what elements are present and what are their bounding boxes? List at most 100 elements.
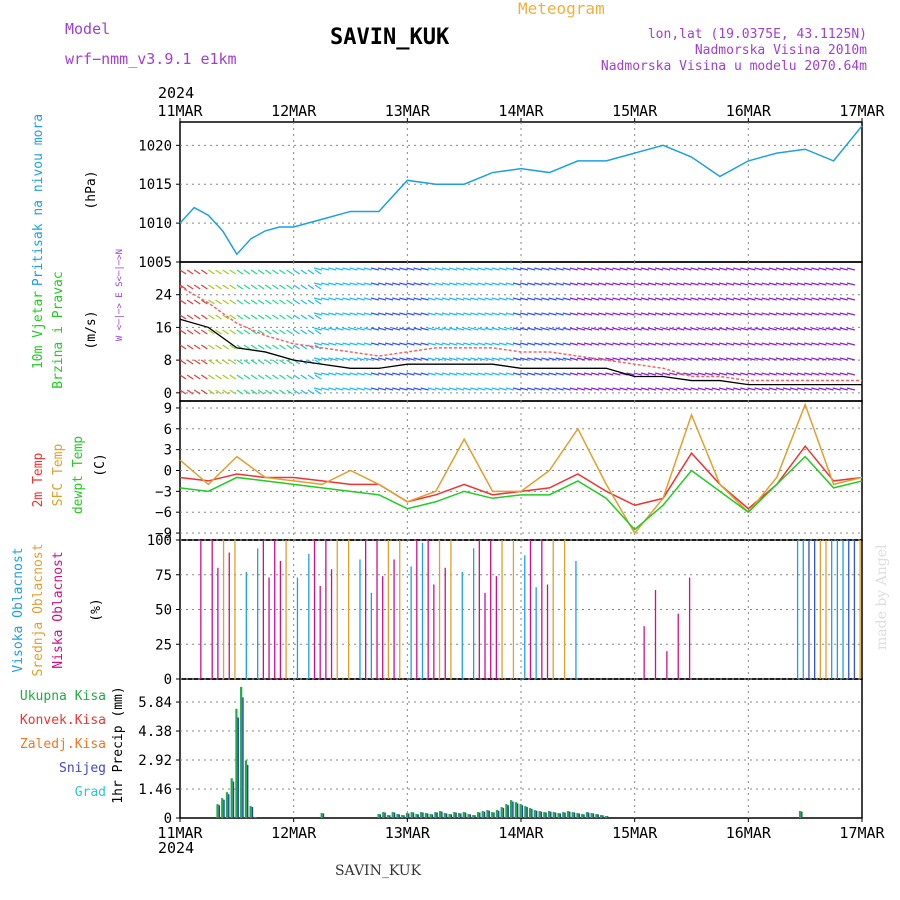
wind-barb [612, 297, 621, 301]
x-tick-top: 14MAR [498, 102, 544, 120]
wind-barb [427, 282, 436, 286]
wind-barb [605, 312, 614, 316]
wind-barb [300, 329, 308, 335]
wind-barb [413, 342, 422, 346]
wind-barb [633, 357, 642, 361]
wind-barb [279, 314, 286, 320]
wind-barb [264, 314, 272, 320]
wind-barb [342, 387, 351, 391]
wind-barb [711, 267, 721, 271]
wind-barb [839, 357, 848, 361]
wind-barb [377, 327, 387, 331]
wind-barb [250, 359, 258, 365]
wind-barb [519, 312, 529, 316]
wind-barb [307, 299, 315, 305]
wind-barb [591, 342, 600, 346]
wind-barb [286, 344, 293, 350]
wind-barb [286, 389, 293, 395]
wind-barb [200, 284, 208, 290]
wind-barb [208, 329, 215, 335]
wind-barb [598, 282, 607, 286]
wind-barb [626, 372, 635, 376]
precip-bar [547, 811, 551, 818]
precip-bar [235, 708, 238, 818]
wind-barb [662, 297, 671, 301]
wind-barb [690, 387, 699, 391]
wind-barb [279, 329, 286, 335]
wind-barb [208, 344, 215, 350]
y-tick-label: 8 [164, 353, 172, 369]
precip-bar [434, 812, 437, 818]
wind-barb [761, 342, 770, 346]
wind-barb [363, 267, 372, 271]
wind-barb [222, 269, 229, 275]
year-top: 2024 [158, 84, 194, 102]
wind-barb [591, 387, 600, 391]
wind-barb [200, 389, 208, 395]
wind-barb [200, 359, 208, 365]
cloud-ylabel-b: Srednja Oblacnost [31, 543, 46, 676]
wind-barb [335, 387, 344, 391]
wind-barb [286, 299, 293, 305]
wind-barb [384, 327, 394, 331]
wind-barb [782, 342, 792, 346]
wind-barb [441, 327, 451, 331]
wind-barb [711, 357, 721, 361]
wind-barb [811, 327, 820, 331]
wind-barb [484, 387, 493, 391]
wind-barb [406, 282, 415, 286]
wind-barb [193, 314, 201, 320]
wind-barb [335, 282, 344, 286]
wind-barb [250, 374, 258, 380]
wind-barb [272, 359, 279, 365]
wind-barb [548, 357, 557, 361]
wind-barb [498, 312, 507, 316]
wind-barb [562, 372, 571, 376]
wind-barb [562, 297, 571, 301]
wind-barb [313, 312, 323, 316]
wind-barb [498, 267, 507, 271]
wind-barb [420, 372, 429, 376]
wind-barb [605, 282, 614, 286]
wind-barb [725, 327, 735, 331]
wind-barb [804, 267, 813, 271]
wind-barb [179, 344, 187, 350]
wind-barb [775, 372, 784, 376]
wind-barb [286, 359, 293, 365]
precip-bar-snow [242, 697, 244, 818]
wind-barb [598, 372, 607, 376]
wind-barb [313, 327, 323, 331]
wind-barb [321, 282, 330, 286]
wind-barb [669, 357, 678, 361]
wind-barb [257, 269, 265, 275]
wind-barb [654, 372, 664, 376]
wind-barb [491, 387, 500, 391]
wind-barb [399, 297, 408, 301]
precip-bar [216, 804, 219, 818]
wind-barb [434, 282, 443, 286]
wind-barb [293, 284, 300, 290]
wind-barb [768, 357, 777, 361]
wind-barb [782, 372, 792, 376]
wind-barb [420, 297, 429, 301]
wind-barb [420, 342, 429, 346]
wind-barb [484, 282, 493, 286]
wind-barb [548, 267, 557, 271]
wind-barb [229, 389, 237, 395]
wind-barb [683, 342, 692, 346]
station-title: SAVIN_KUK [330, 25, 450, 50]
wind-barb [470, 267, 479, 271]
wind-barb [676, 342, 685, 346]
wind-barb [690, 327, 699, 331]
wind-barb [200, 329, 208, 335]
wind-barb [229, 314, 237, 320]
wind-barb [448, 357, 458, 361]
year-bottom: 2024 [158, 839, 194, 857]
wind-barb [619, 387, 628, 391]
precip-bar [467, 814, 470, 818]
precip-bar-snow [606, 816, 609, 818]
y-tick-label: 0 [164, 811, 172, 827]
wind-barb [612, 372, 621, 376]
temp-ylabel-c: dewpt Temp [71, 436, 86, 514]
wind-barb [654, 267, 664, 271]
